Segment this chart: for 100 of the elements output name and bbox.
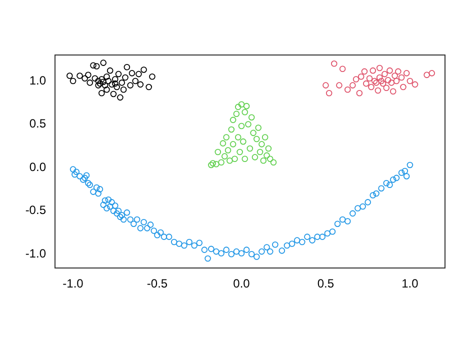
point (137, 81, 144, 88)
point (350, 82, 356, 88)
point (102, 82, 108, 88)
point (252, 154, 258, 160)
point (256, 148, 264, 156)
point (85, 72, 92, 78)
point (230, 116, 236, 124)
point (223, 134, 230, 140)
point (96, 80, 104, 87)
point (356, 90, 363, 96)
point (86, 80, 94, 86)
point (104, 86, 110, 93)
point (260, 157, 267, 164)
point (270, 159, 277, 166)
point (370, 67, 376, 74)
y-tick-label: 0.5 (29, 116, 46, 131)
x-tick-label: -0.5 (146, 276, 168, 291)
point (384, 76, 392, 84)
point (388, 80, 395, 86)
point (363, 80, 370, 87)
point (218, 159, 224, 166)
y-tick-label: -1.0 (25, 246, 46, 260)
point (98, 76, 105, 82)
point (104, 73, 110, 80)
point (406, 78, 414, 84)
point (128, 70, 136, 76)
point (95, 78, 102, 84)
point (378, 78, 384, 84)
point (228, 126, 235, 133)
point (398, 74, 405, 81)
point (258, 141, 265, 148)
point (371, 78, 378, 84)
point (124, 64, 130, 70)
point (221, 153, 228, 160)
point (243, 102, 250, 110)
x-tick-label: 0.5 (317, 276, 334, 291)
point (361, 68, 368, 75)
point (213, 160, 220, 168)
point (246, 145, 254, 152)
point (117, 94, 124, 101)
point (250, 130, 256, 136)
point (358, 73, 364, 80)
point (100, 78, 106, 85)
point (376, 64, 383, 72)
point (326, 90, 332, 96)
point (93, 63, 100, 70)
point (208, 162, 214, 168)
point (424, 72, 430, 78)
point (242, 108, 248, 116)
x-tick-label: 0.0 (233, 276, 250, 291)
point (118, 80, 126, 86)
point (331, 60, 338, 67)
point (66, 72, 73, 79)
point (234, 104, 242, 110)
point (322, 82, 329, 88)
point (393, 78, 400, 84)
point (230, 141, 236, 148)
point (395, 68, 402, 75)
point (120, 86, 127, 93)
point (146, 84, 152, 90)
point (70, 78, 76, 84)
point (98, 90, 105, 96)
point (248, 114, 255, 120)
point (149, 73, 156, 80)
point (112, 76, 118, 82)
point (220, 140, 226, 146)
point (390, 88, 396, 95)
point (210, 160, 216, 166)
point (214, 148, 222, 156)
point (115, 70, 122, 78)
point (266, 156, 274, 162)
y-tick-label: 1.0 (29, 73, 46, 88)
point (368, 84, 374, 90)
point (255, 124, 262, 131)
point (106, 67, 114, 74)
point (238, 122, 245, 130)
point (224, 147, 232, 154)
point (412, 81, 418, 88)
point (122, 74, 128, 81)
point (428, 70, 436, 76)
point (344, 86, 351, 93)
point (114, 84, 120, 90)
point (95, 82, 102, 88)
point (236, 148, 243, 156)
point (383, 84, 390, 92)
point (108, 81, 115, 88)
point (242, 156, 248, 162)
point (352, 76, 360, 82)
point (386, 67, 393, 74)
point (238, 101, 245, 108)
point (100, 60, 106, 66)
point (366, 75, 373, 82)
point (82, 75, 88, 82)
point (262, 134, 268, 140)
point (110, 90, 117, 98)
y-tick-label: -0.5 (25, 203, 46, 218)
point (400, 84, 406, 90)
point (264, 152, 270, 159)
point (140, 66, 147, 73)
point (382, 70, 388, 78)
